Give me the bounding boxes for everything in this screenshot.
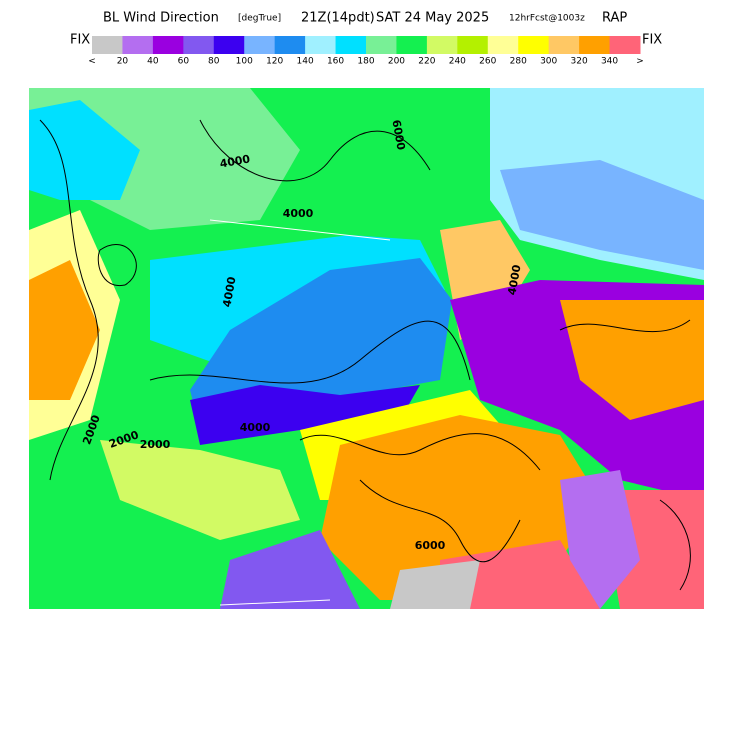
contour-label: 6000 [389,119,407,152]
colorbar-swatch [274,36,306,54]
colorbar-swatch [335,36,367,54]
model: RAP [602,11,627,26]
colorbar-swatch [122,36,154,54]
colorbar-swatch [366,36,397,54]
colorbar-tick-label: 180 [357,57,374,67]
colorbar-swatch [244,36,276,54]
colorbar-tick-label: 100 [236,57,253,67]
colorbar-tick-label: 340 [601,57,618,67]
colorbar-tick-label: 80 [208,57,220,67]
colorbar-swatch [487,36,519,54]
title-bar: BL Wind Direction [degTrue] 21Z(14pdt) S… [103,11,627,26]
colorbar-tick-label: 240 [449,57,466,67]
colorbar-tick-label: 220 [418,57,435,67]
contour-label: 6000 [415,539,446,552]
units: [degTrue] [238,14,281,24]
colorbar-tick-label: 20 [117,57,129,67]
contour-label: 4000 [240,421,271,434]
colorbar-under-label: < [88,57,96,67]
map [29,88,704,609]
colorbar-tick-label: 300 [540,57,557,67]
colorbar-swatch [548,36,580,54]
date: SAT 24 May 2025 [376,11,489,26]
colorbar-swatch [183,36,215,54]
forecast: 12hrFcst@1003z [509,14,585,24]
colorbar-tick-label: 60 [178,57,190,67]
contour-label: 4000 [505,263,523,296]
colorbar-swatch [457,36,489,54]
colorbar-left-label: FIX [70,33,90,48]
colorbar-swatch [579,36,611,54]
colorbar-swatch [213,36,245,54]
colorbar-tick-label: 140 [297,57,314,67]
title: BL Wind Direction [103,11,219,26]
colorbar-tick-label: 260 [479,57,496,67]
colorbar-tick-label: 320 [571,57,588,67]
colorbar: FIX FIX < > 20 40 60 80 100 120 140 160 180 200 22… [70,33,662,67]
colorbar-swatch [426,36,458,54]
colorbar-tick-label: 160 [327,57,344,67]
contour-label: 2000 [140,438,171,451]
colorbar-swatch [92,36,123,54]
colorbar-tick-label: 40 [147,57,159,67]
colorbar-swatch [152,36,184,54]
contour-label: 4000 [283,207,314,220]
colorbar-tick-label: 120 [266,57,283,67]
contour-label: 4000 [220,275,238,308]
time: 21Z(14pdt) [301,11,375,26]
colorbar-tick-label: 200 [388,57,405,67]
colorbar-over-label: > [636,57,644,67]
colorbar-swatch [609,36,641,54]
colorbar-swatch [396,36,428,54]
colorbar-swatch [518,36,550,54]
colorbar-right-label: FIX [642,33,662,48]
colorbar-tick-label: 280 [510,57,527,67]
contour-label: 4000 [219,152,252,170]
colorbar-swatch [305,36,337,54]
